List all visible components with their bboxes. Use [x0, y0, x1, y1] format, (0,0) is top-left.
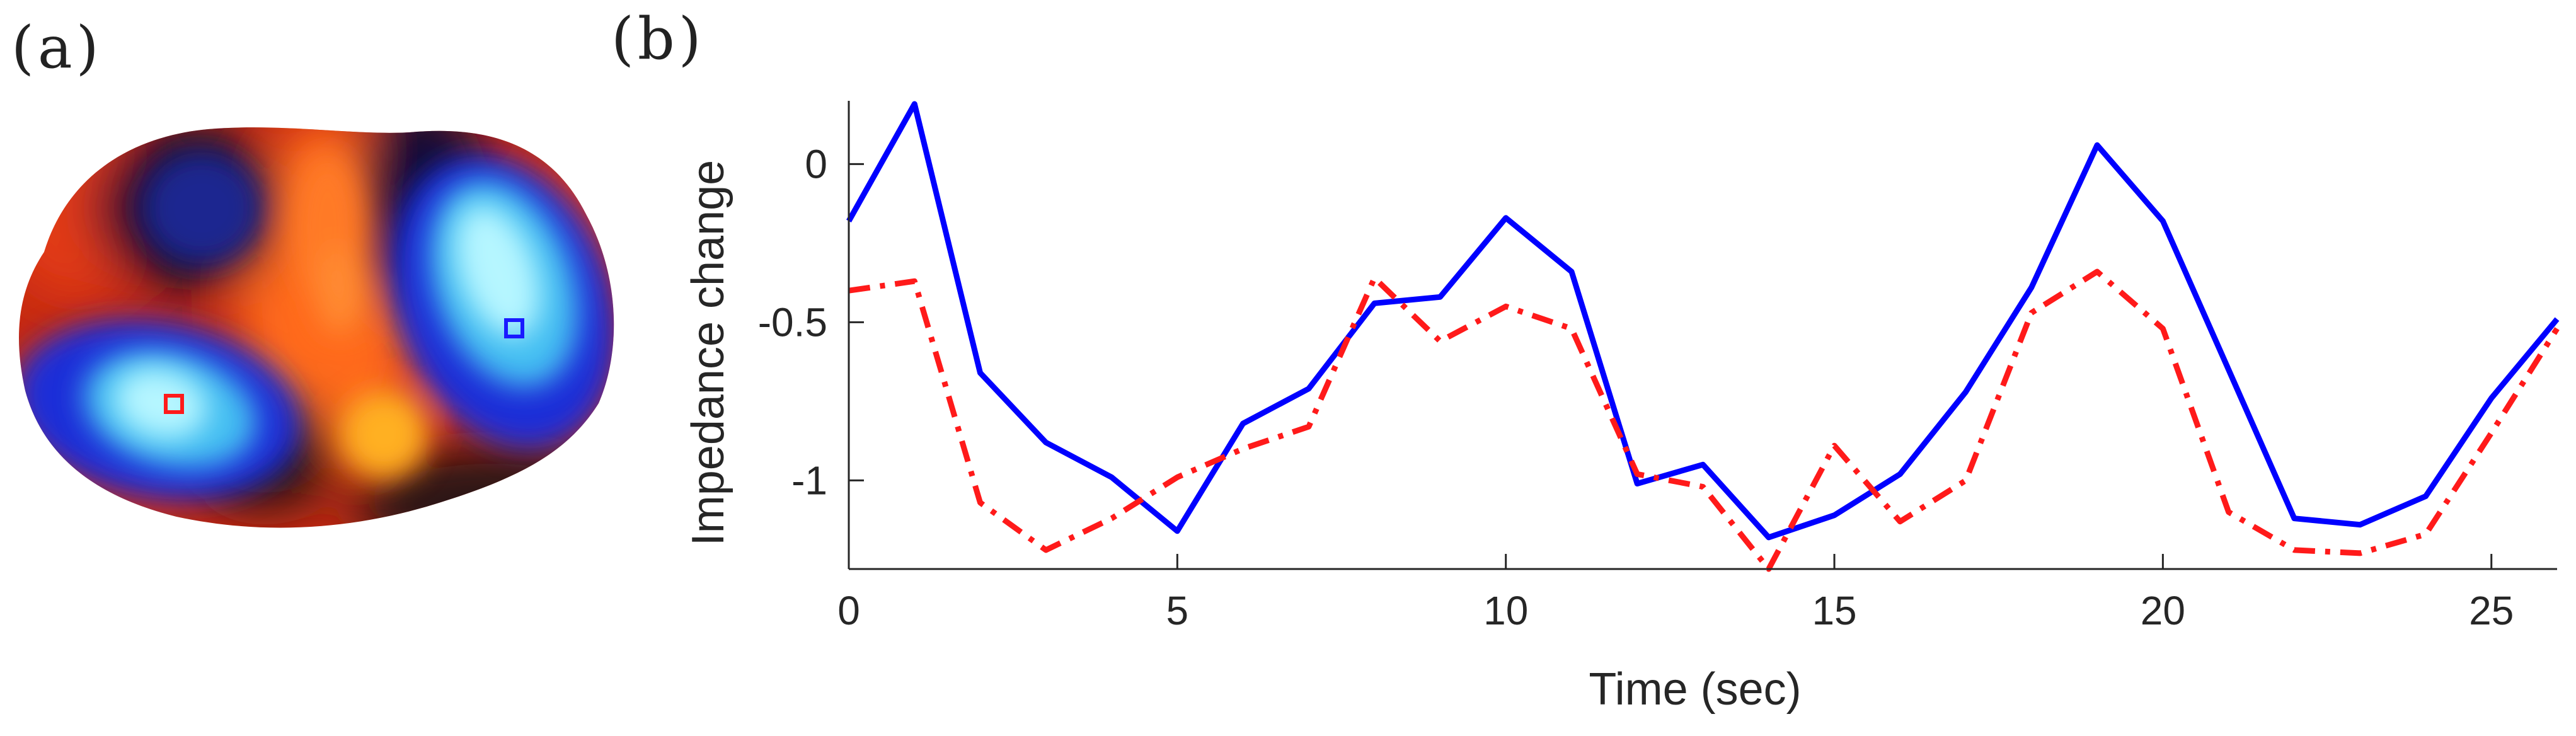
- x-tick-label: 5: [1166, 588, 1189, 633]
- y-tick-label: 0: [805, 141, 827, 187]
- blue-roi-marker: [504, 318, 524, 338]
- axis-layer: 0 5 10 15 20 25 0 -0.5 -1: [758, 101, 2557, 633]
- series-layer: [846, 101, 2560, 572]
- x-tick-label: 0: [837, 588, 860, 633]
- series-line-2: [848, 268, 2560, 572]
- x-tick-label: 25: [2469, 588, 2514, 633]
- y-axis-title: Impedance change: [683, 160, 733, 546]
- series-line-1: [846, 101, 2560, 541]
- impedance-image: [19, 127, 614, 528]
- y-tick-label: -0.5: [758, 299, 827, 345]
- y-tick-label: -1: [791, 457, 827, 503]
- panel-b-label: (b): [611, 5, 705, 72]
- x-tick-label: 20: [2141, 588, 2185, 633]
- red-roi-marker: [164, 394, 184, 414]
- panel-a-label: (a): [11, 14, 103, 81]
- x-axis-title: Time (sec): [1589, 664, 1801, 715]
- x-tick-label: 15: [1812, 588, 1856, 633]
- x-tick-label: 10: [1483, 588, 1528, 633]
